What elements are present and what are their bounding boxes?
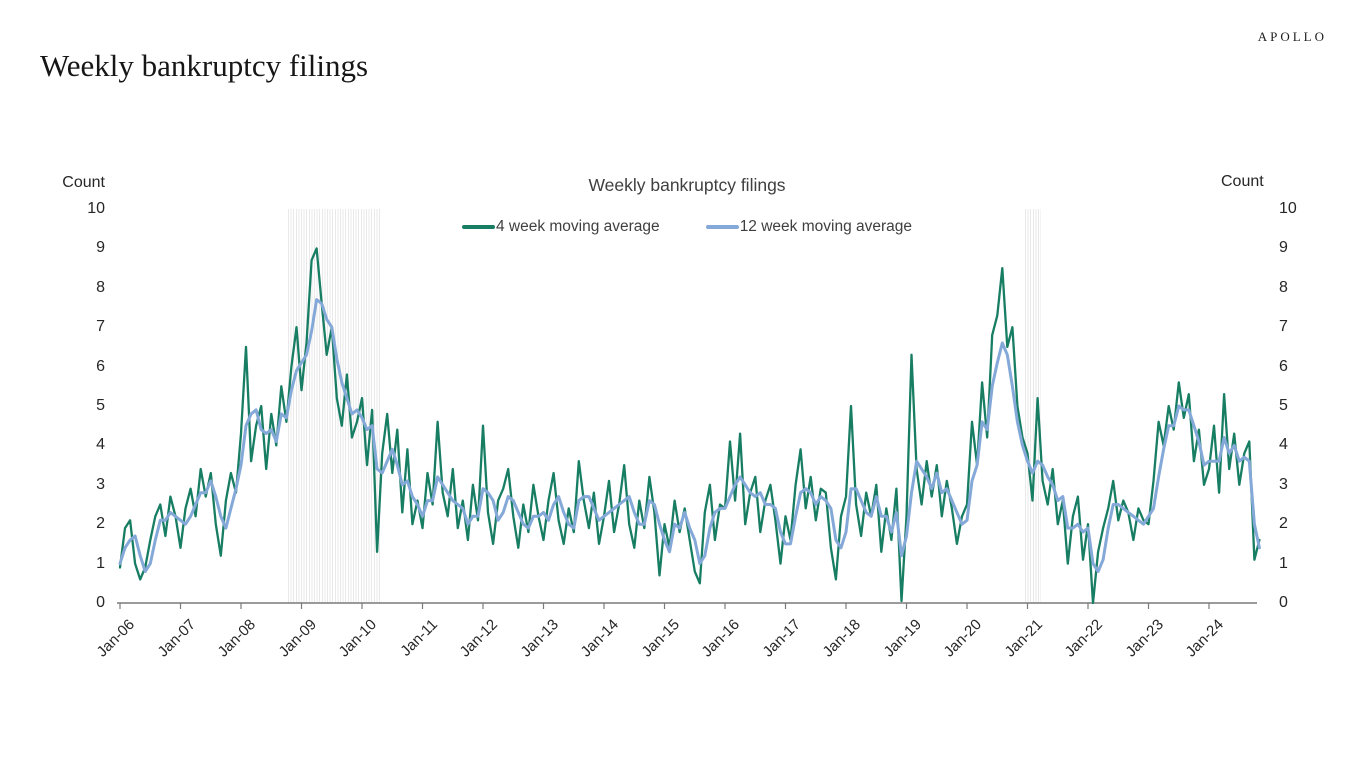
chart-title: Weekly bankruptcy filings: [588, 175, 786, 195]
y-tick-label-right: 5: [1279, 397, 1288, 414]
y-axis-title-right: Count: [1221, 173, 1264, 190]
y-tick-label-right: 10: [1279, 200, 1297, 217]
apollo-logo: APOLLO: [1257, 29, 1327, 44]
y-tick-label-left: 9: [96, 239, 105, 257]
y-tick-label-left: 0: [96, 594, 105, 611]
legend-label-12wk: 12 week moving average: [739, 218, 913, 235]
y-tick-label-left: 6: [96, 357, 105, 375]
y-tick-label-right: 4: [1279, 436, 1288, 454]
y-tick-label-left: 8: [96, 278, 105, 296]
y-tick-label-right: 7: [1279, 318, 1288, 336]
legend-line-swatch-12wk-icon: [705, 225, 739, 229]
y-tick-label-left: 5: [96, 397, 105, 414]
y-tick-label-right: 8: [1279, 278, 1288, 296]
y-axis-title-left: Count: [62, 174, 105, 191]
legend: 4 week moving average 12 week moving ave…: [117, 218, 1257, 236]
page-title: Weekly bankruptcy filings: [40, 48, 369, 83]
y-tick-label-right: 0: [1279, 594, 1288, 611]
y-tick-label-left: 3: [96, 475, 105, 493]
y-tick-label-right: 1: [1279, 554, 1288, 572]
y-tick-label-right: 9: [1279, 239, 1288, 257]
y-tick-label-right: 2: [1279, 515, 1288, 533]
y-tick-label-right: 6: [1279, 357, 1288, 375]
shading-2020-2021: [1024, 209, 1041, 603]
y-tick-label-left: 4: [96, 436, 105, 454]
y-tick-label-left: 7: [96, 318, 105, 336]
legend-item-4wk: 4 week moving average: [461, 218, 660, 236]
y-tick-label-left: 2: [96, 515, 105, 533]
series-line-12wk: [118, 298, 1261, 573]
legend-label-4wk: 4 week moving average: [495, 218, 660, 235]
recession-shading-2008-2010: [288, 209, 382, 603]
y-tick-label-left: 1: [96, 554, 105, 572]
legend-item-12wk: 12 week moving average: [705, 218, 913, 236]
y-tick-label-right: 3: [1279, 475, 1288, 493]
y-tick-label-left: 10: [87, 200, 105, 217]
series-line-4wk: [118, 247, 1261, 605]
legend-line-swatch-4wk-icon: [461, 225, 495, 229]
